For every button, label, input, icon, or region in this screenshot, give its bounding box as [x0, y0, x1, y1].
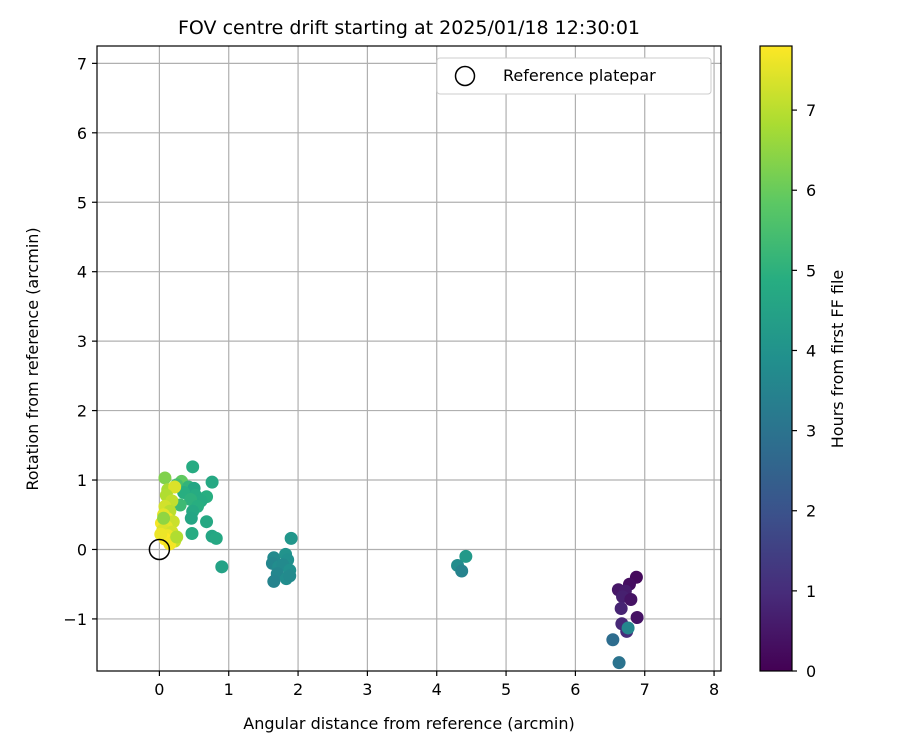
- data-point: [455, 564, 469, 578]
- y-tick-label: 5: [77, 193, 87, 212]
- colorbar-tick-label: 7: [806, 101, 816, 120]
- reference-marker: [148, 538, 171, 561]
- data-points: [154, 460, 644, 670]
- x-tick-label: 3: [362, 680, 372, 699]
- plot-frame: [96, 45, 722, 672]
- data-point: [158, 471, 172, 485]
- data-point: [606, 633, 620, 647]
- legend-marker-icon: [454, 65, 476, 87]
- data-point: [612, 656, 626, 670]
- x-tick-label: 7: [640, 680, 650, 699]
- colorbar-tick-label: 6: [806, 181, 816, 200]
- data-point: [200, 515, 214, 529]
- y-tick-label: 1: [77, 471, 87, 490]
- data-point: [168, 480, 182, 494]
- data-point: [184, 511, 198, 525]
- x-tick-label: 1: [224, 680, 234, 699]
- x-tick-label: 5: [501, 680, 511, 699]
- data-point: [170, 530, 184, 544]
- data-point: [283, 569, 297, 583]
- data-point: [624, 592, 638, 606]
- colorbar: 0 1 2 3 4 5 6 7 Hours from first FF file: [759, 45, 847, 681]
- colorbar-tick-label: 1: [806, 582, 816, 601]
- y-tick-label: 7: [77, 54, 87, 73]
- colorbar-tick-label: 0: [806, 662, 816, 681]
- data-point: [267, 574, 281, 588]
- y-tick-label: −1: [63, 610, 87, 629]
- data-point: [186, 460, 200, 474]
- legend-box: [436, 57, 712, 95]
- colorbar-label: Hours from first FF file: [828, 270, 847, 449]
- legend: Reference platepar: [436, 57, 712, 95]
- chart-title: FOV centre drift starting at 2025/01/18 …: [178, 17, 640, 39]
- data-point: [284, 531, 298, 545]
- y-axis: −1 0 1 2 3 4 5 6 7: [63, 54, 97, 629]
- data-point: [154, 527, 168, 541]
- data-point: [209, 531, 223, 545]
- colorbar-gradient: [760, 46, 792, 671]
- data-point: [185, 527, 199, 540]
- y-axis-label: Rotation from reference (arcmin): [23, 227, 42, 490]
- x-tick-label: 4: [432, 680, 442, 699]
- x-tick-label: 2: [293, 680, 303, 699]
- colorbar-ticks: 0 1 2 3 4 5 6 7: [792, 101, 816, 681]
- data-point: [630, 611, 644, 625]
- x-axis: 0 1 2 3 4 5 6 7 8: [154, 671, 719, 699]
- colorbar-tick-label: 5: [806, 261, 816, 280]
- data-point: [205, 475, 219, 489]
- data-point: [459, 549, 473, 563]
- x-tick-label: 0: [154, 680, 164, 699]
- colorbar-tick-label: 4: [806, 341, 816, 360]
- x-axis-label: Angular distance from reference (arcmin): [243, 714, 574, 733]
- x-tick-label: 8: [709, 680, 719, 699]
- colorbar-frame: [759, 45, 793, 672]
- data-point: [215, 560, 229, 574]
- y-tick-label: 6: [77, 124, 87, 143]
- y-tick-label: 2: [77, 402, 87, 421]
- grid: [97, 46, 721, 671]
- colorbar-tick-label: 2: [806, 502, 816, 521]
- legend-label: Reference platepar: [503, 66, 656, 85]
- y-tick-label: 4: [77, 263, 87, 282]
- colorbar-tick-label: 3: [806, 422, 816, 441]
- data-point: [621, 621, 635, 635]
- x-tick-label: 6: [570, 680, 580, 699]
- y-tick-label: 3: [77, 332, 87, 351]
- data-point: [157, 511, 171, 525]
- y-tick-label: 0: [77, 540, 87, 559]
- data-point: [614, 602, 628, 615]
